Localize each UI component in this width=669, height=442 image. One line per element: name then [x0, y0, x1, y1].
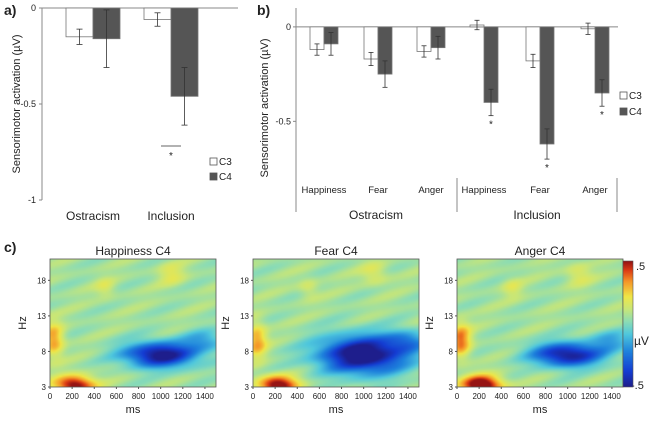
heatmap-title-1: Fear C4 — [314, 244, 358, 258]
panel-b-category-label-2: Anger — [418, 185, 443, 196]
heatmap-2-xtick-label-2: 400 — [495, 392, 509, 401]
panel-a-chart: Sensorimotor activation (µV) 0 -0.5 -1 Ostr… — [11, 3, 238, 223]
panel-a-significance-star: * — [169, 151, 173, 162]
panel-label-a: a) — [4, 2, 16, 18]
heatmap-0-xtick-label-7: 1400 — [196, 392, 214, 401]
heatmap-2-ytick-label-3: 18 — [444, 276, 453, 285]
panel-b-category-label-4: Fear — [530, 185, 550, 196]
heatmap-1 — [253, 259, 419, 387]
colorbar-frame — [622, 260, 634, 388]
heatmap-2-xlabel: ms — [533, 404, 548, 416]
heatmap-0-xtick-label-2: 400 — [88, 392, 102, 401]
heatmap-1-xlabel: ms — [329, 404, 344, 416]
colorbar-unit-label: µV — [634, 334, 649, 348]
panel-a-legend-swatch-C4 — [209, 172, 218, 181]
heatmap-2-ytick-label-0: 3 — [449, 383, 454, 392]
panel-b-legend-swatch-C3 — [619, 91, 628, 100]
heatmap-2 — [457, 259, 623, 387]
heatmap-1-xtick-label-4: 800 — [335, 392, 349, 401]
panel-b-chart: Sensorimotor activation (µV) 0 -0.5 Happin… — [259, 8, 642, 222]
heatmap-frame-0 — [49, 258, 217, 388]
colorbar-gradient — [623, 261, 633, 387]
heatmap-2-ylabel: Hz — [424, 316, 436, 329]
heatmap-1-xtick-label-1: 200 — [268, 392, 282, 401]
panel-b-bar-C4-4 — [539, 26, 555, 145]
heatmap-0 — [50, 259, 216, 387]
panel-b-legend-swatch-C4 — [619, 107, 628, 116]
heatmap-0-xtick-label-3: 600 — [110, 392, 124, 401]
heatmap-frame-1 — [252, 258, 420, 388]
heatmap-1-ytick-label-1: 8 — [245, 347, 250, 356]
heatmap-1-ytick-label-0: 3 — [245, 383, 250, 392]
colorbar-min-label: -.5 — [631, 380, 644, 392]
heatmap-2-xtick-label-7: 1400 — [603, 392, 621, 401]
heatmap-1-ylabel: Hz — [220, 316, 232, 329]
colorbar-max-label: .5 — [636, 261, 645, 273]
panel-a-ytick-label-0: 0 — [31, 3, 36, 13]
heatmap-1-xtick-label-2: 400 — [291, 392, 305, 401]
heatmap-2-xtick-label-4: 800 — [539, 392, 553, 401]
panel-b-significance-star-4: * — [545, 163, 549, 174]
heatmap-2-xtick-label-1: 200 — [472, 392, 486, 401]
panel-b-group-label-0: Ostracism — [349, 208, 403, 222]
heatmap-1-ytick-label-2: 13 — [240, 312, 249, 321]
heatmap-0-xtick-label-1: 200 — [65, 392, 79, 401]
heatmap-0-xlabel: ms — [126, 404, 141, 416]
heatmap-0-xtick-label-5: 1000 — [152, 392, 170, 401]
panel-a-legend-label-C4: C4 — [219, 172, 232, 183]
panel-b-significance-star-5: * — [600, 110, 604, 121]
panel-b-legend-label-C3: C3 — [629, 91, 642, 102]
heatmap-0-ytick-label-0: 3 — [42, 383, 47, 392]
heatmap-title-0: Happiness C4 — [95, 244, 171, 258]
panel-a-legend-swatch-C3 — [209, 157, 218, 166]
heatmap-2-xtick-label-5: 1000 — [559, 392, 577, 401]
heatmap-0-ytick-label-2: 13 — [37, 312, 46, 321]
panel-a-category-label-0: Ostracism — [66, 209, 120, 223]
heatmap-1-xtick-label-3: 600 — [313, 392, 327, 401]
heatmap-1-xtick-label-7: 1400 — [399, 392, 417, 401]
heatmap-0-ytick-label-3: 18 — [37, 276, 46, 285]
panel-b-significance-star-3: * — [489, 120, 493, 131]
panel-label-c: c) — [4, 239, 16, 255]
panel-b-ylabel: Sensorimotor activation (µV) — [259, 39, 271, 178]
panel-a-ytick-label-1: -0.5 — [20, 99, 36, 109]
panel-a-ylabel: Sensorimotor activation (µV) — [11, 35, 23, 174]
panel-a-category-label-1: Inclusion — [147, 209, 194, 223]
heatmap-1-xtick-label-5: 1000 — [355, 392, 373, 401]
panel-a-legend-label-C3: C3 — [219, 157, 232, 168]
panel-b-ytick-label-0: 0 — [286, 22, 291, 32]
panel-b-category-label-1: Fear — [368, 185, 388, 196]
panel-a-ytick-label-2: -1 — [28, 195, 36, 205]
heatmap-0-xtick-label-4: 800 — [132, 392, 146, 401]
heatmap-title-2: Anger C4 — [515, 244, 566, 258]
heatmap-1-xtick-label-6: 1200 — [377, 392, 395, 401]
heatmap-0-ylabel: Hz — [17, 316, 29, 329]
panel-b-ytick-label-1: -0.5 — [275, 116, 291, 126]
heatmap-1-ytick-label-3: 18 — [240, 276, 249, 285]
panel-b-category-label-3: Happiness — [462, 185, 507, 196]
heatmap-1-xtick-label-0: 0 — [251, 392, 256, 401]
panel-b-legend-label-C4: C4 — [629, 107, 642, 118]
panel-b-group-label-1: Inclusion — [513, 208, 560, 222]
panel-b-category-label-5: Anger — [582, 185, 607, 196]
heatmap-2-ytick-label-2: 13 — [444, 312, 453, 321]
heatmap-2-xtick-label-3: 600 — [517, 392, 531, 401]
heatmap-0-xtick-label-0: 0 — [48, 392, 53, 401]
heatmap-2-xtick-label-0: 0 — [455, 392, 460, 401]
heatmap-2-ytick-label-1: 8 — [449, 347, 454, 356]
panel-b-category-label-0: Happiness — [302, 185, 347, 196]
panel-label-b: b) — [257, 2, 270, 18]
heatmap-0-ytick-label-1: 8 — [42, 347, 47, 356]
heatmap-0-xtick-label-6: 1200 — [174, 392, 192, 401]
heatmap-2-xtick-label-6: 1200 — [581, 392, 599, 401]
